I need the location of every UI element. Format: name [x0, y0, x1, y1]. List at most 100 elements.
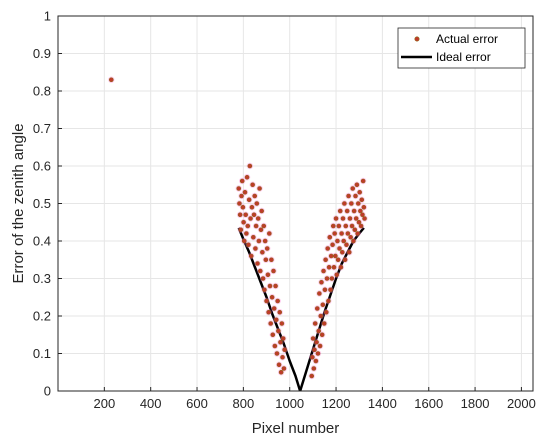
actual-error-point	[244, 231, 249, 236]
actual-error-point	[355, 201, 361, 206]
actual-error-point	[346, 193, 351, 199]
actual-error-point	[253, 246, 258, 251]
actual-error-point	[357, 189, 362, 195]
actual-error-point	[245, 223, 251, 229]
actual-error-point	[271, 306, 277, 311]
ideal-error-line-left	[237, 227, 302, 392]
actual-error-point	[265, 272, 271, 278]
actual-error-point	[352, 227, 358, 233]
x-axis-title: Pixel number	[252, 420, 340, 437]
actual-error-point	[273, 283, 278, 289]
actual-error-point	[362, 216, 367, 221]
x-tick-label: 1000	[275, 396, 304, 411]
actual-error-point	[241, 238, 247, 244]
actual-error-point	[319, 332, 325, 338]
actual-error-point	[344, 242, 349, 248]
actual-error-point	[278, 339, 283, 345]
actual-error-point	[337, 208, 343, 214]
actual-error-point	[251, 212, 257, 218]
actual-error-point	[318, 313, 324, 319]
actual-error-point	[248, 216, 253, 221]
actual-error-point	[268, 321, 274, 326]
actual-error-point	[250, 182, 255, 188]
actual-error-point	[340, 216, 346, 221]
actual-error-point	[344, 208, 350, 214]
actual-error-point	[257, 268, 263, 274]
actual-error-point	[243, 212, 248, 218]
x-tick-label: 800	[233, 396, 255, 411]
actual-error-point	[247, 163, 253, 169]
x-tick-label: 400	[140, 396, 162, 411]
actual-error-point	[326, 264, 332, 270]
y-tick-label: 0.5	[33, 196, 51, 211]
actual-error-point	[351, 238, 356, 244]
actual-error-point	[342, 201, 347, 206]
x-tick-label: 1800	[461, 396, 490, 411]
actual-error-point	[238, 227, 244, 233]
legend: Actual error Ideal error	[397, 27, 526, 69]
actual-error-point	[241, 219, 246, 225]
actual-error-point	[253, 223, 259, 229]
actual-error-point	[334, 272, 340, 278]
actual-error-point	[252, 193, 258, 199]
actual-error-point	[325, 246, 331, 251]
actual-error-point	[328, 287, 333, 293]
actual-error-point	[246, 242, 251, 248]
legend-marker-actual-error	[414, 36, 420, 42]
actual-error-point	[271, 268, 276, 274]
actual-error-point	[276, 328, 281, 334]
legend-label-actual-error: Actual error	[436, 32, 498, 46]
y-tick-label: 0.3	[33, 271, 51, 286]
actual-error-point	[282, 347, 287, 353]
actual-error-point	[319, 279, 324, 285]
actual-error-point	[266, 309, 271, 315]
actual-error-point	[321, 321, 327, 326]
actual-error-point	[242, 189, 248, 195]
actual-error-point	[267, 283, 273, 289]
actual-error-point	[341, 238, 346, 244]
y-tick-label: 0.9	[33, 46, 51, 61]
actual-error-point	[262, 238, 268, 244]
actual-error-point	[316, 328, 321, 334]
y-tick-label: 0.8	[33, 84, 51, 99]
actual-error-point	[270, 332, 276, 338]
legend-label-ideal-error: Ideal error	[436, 50, 491, 64]
actual-error-point	[311, 366, 317, 371]
actual-error-point	[320, 302, 326, 308]
actual-error-point	[272, 343, 278, 349]
actual-error-point	[330, 242, 335, 248]
actual-error-point	[339, 231, 344, 236]
actual-error-point	[248, 253, 254, 259]
y-axis-title: Error of the zenith angle	[10, 123, 27, 283]
actual-error-point	[340, 249, 345, 255]
x-tick-label: 1400	[368, 396, 397, 411]
actual-error-point	[314, 306, 320, 311]
actual-error-point	[360, 212, 365, 218]
actual-error-point	[237, 212, 243, 218]
actual-error-point	[322, 287, 328, 293]
actual-error-point	[335, 238, 340, 244]
actual-error-point	[328, 253, 334, 259]
actual-error-point	[310, 336, 316, 341]
actual-error-point	[323, 257, 328, 263]
actual-error-point	[332, 231, 337, 236]
actual-error-point	[324, 309, 329, 315]
actual-error-point	[360, 178, 366, 184]
actual-error-point	[258, 227, 264, 233]
actual-error-point	[278, 369, 284, 375]
y-tick-label: 0.1	[33, 346, 51, 361]
actual-error-point	[312, 321, 318, 326]
actual-error-point	[329, 276, 335, 281]
actual-error-point	[317, 343, 323, 349]
actual-error-point	[317, 291, 322, 296]
actual-error-point	[315, 351, 321, 356]
actual-error-point	[255, 216, 261, 221]
actual-error-point	[274, 351, 280, 356]
legend-box	[397, 27, 526, 69]
actual-error-point	[333, 216, 339, 221]
actual-error-point	[353, 193, 358, 199]
actual-error-point	[337, 246, 342, 251]
actual-error-point	[273, 317, 279, 323]
actual-error-point	[353, 216, 359, 221]
actual-error-point	[343, 223, 349, 229]
